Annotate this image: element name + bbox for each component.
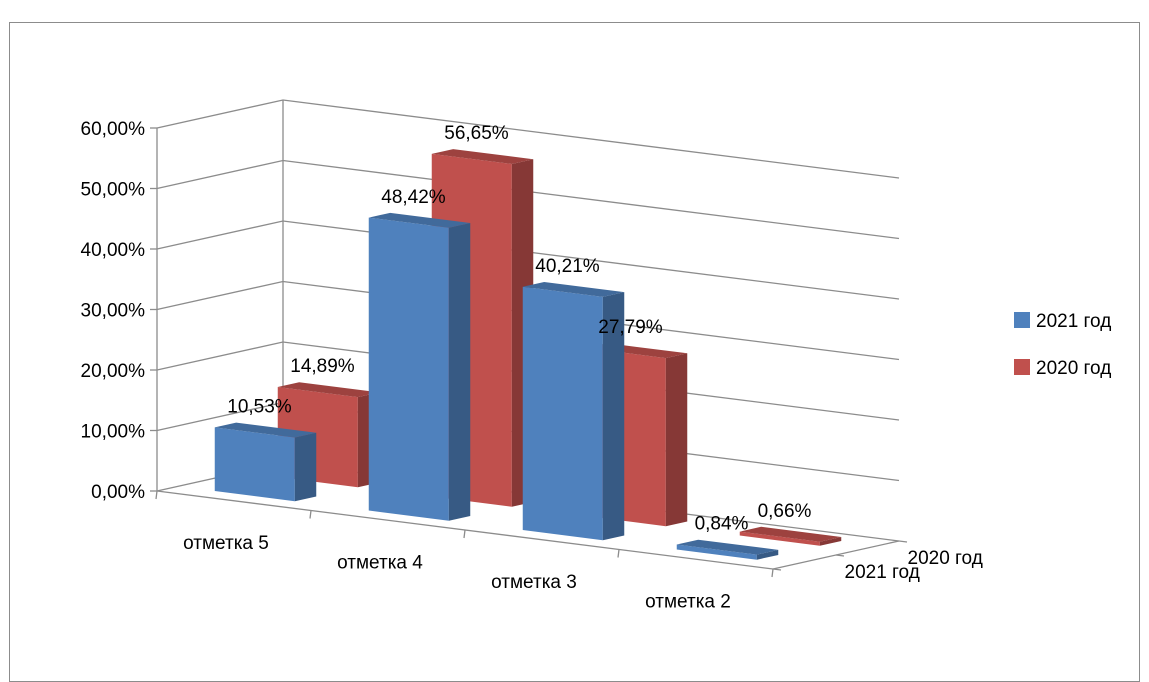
bar-front-face [522, 286, 603, 541]
legend: 2021 год 2020 год [1014, 311, 1111, 379]
data-label: 14,89% [290, 356, 355, 377]
y-tick-label: 10,00% [81, 422, 146, 443]
legend-swatch [1014, 312, 1030, 328]
bar-front-face [368, 217, 449, 521]
bar-front-face [739, 531, 820, 546]
bar-front-face [214, 427, 295, 502]
bar-side-face [665, 353, 688, 527]
axes [150, 100, 908, 578]
y-axis-tick-labels: 0,00% 10,00% 20,00% 30,00% 40,00% 50,00% 60,00… [81, 119, 146, 503]
x-tick [155, 490, 158, 500]
data-label: 10,53% [227, 397, 292, 418]
depth-tick [835, 554, 845, 557]
legend-label: 2020 год [1036, 358, 1111, 379]
bar [368, 212, 471, 521]
y-tick-label: 50,00% [81, 180, 146, 201]
bar-top-face [431, 149, 534, 164]
bar-top-face [277, 382, 380, 398]
bar [214, 422, 317, 502]
x-tick [309, 510, 312, 519]
bar-front-face [676, 544, 757, 560]
bar-top-face [522, 282, 625, 297]
y-tick-label: 60,00% [81, 119, 146, 140]
category-label: отметка 4 [337, 552, 423, 573]
bar-side-face [602, 292, 625, 541]
x-tick [463, 529, 466, 539]
bars-series-2021 [214, 212, 779, 560]
depth-label: 2020 год [908, 548, 983, 569]
data-label: 0,84% [695, 514, 749, 535]
y-tick-label: 0,00% [91, 482, 145, 503]
bar-side-face [448, 222, 471, 521]
data-label: 27,79% [598, 317, 663, 338]
category-label: отметка 3 [491, 572, 577, 593]
legend-swatch [1014, 359, 1030, 375]
data-labels: 14,89% 56,65% 27,79% 0,66% 10,53% 48,42% 40,21… [227, 123, 811, 535]
y-tick-label: 40,00% [81, 240, 146, 261]
bar-top-face [368, 212, 471, 228]
x-axis-category-labels: отметка 5 отметка 4 отметка 3 отметка 2 [183, 533, 731, 613]
category-label: отметка 2 [645, 591, 731, 612]
bar-top-face [676, 539, 779, 555]
bar [522, 282, 625, 541]
depth-tick [898, 540, 908, 543]
x-tick [617, 549, 620, 558]
depth-tick [772, 568, 782, 571]
y-tick-label: 30,00% [81, 301, 146, 322]
data-label: 56,65% [444, 123, 509, 144]
legend-label: 2021 год [1036, 311, 1111, 332]
bar-top-face [739, 526, 842, 542]
bar [676, 539, 779, 560]
bar-side-face [819, 536, 842, 546]
gridlines [156, 99, 900, 542]
depth-label: 2021 год [845, 562, 920, 583]
bar-side-face [756, 549, 779, 560]
y-tick-label: 20,00% [81, 361, 146, 382]
data-label: 48,42% [381, 187, 446, 208]
data-label: 0,66% [758, 501, 812, 522]
category-label: отметка 5 [183, 533, 269, 554]
data-label: 40,21% [535, 256, 600, 277]
bar-side-face [294, 432, 317, 502]
bar [739, 526, 842, 546]
bar-top-face [214, 422, 317, 438]
x-tick [771, 568, 774, 578]
